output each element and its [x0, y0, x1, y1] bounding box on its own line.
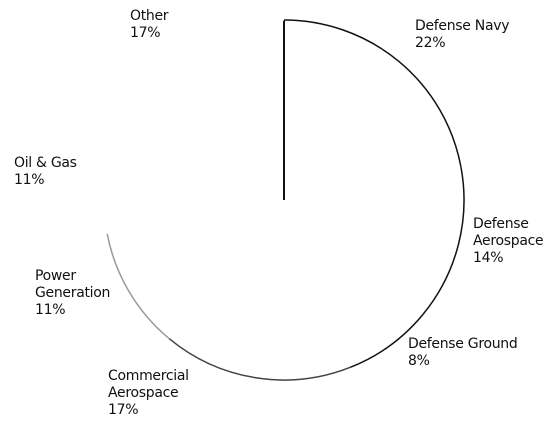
slice-label: Commercial Aerospace 17%	[108, 368, 208, 419]
slice-label: Power Generation 11%	[35, 268, 135, 319]
slice-label: Defense Navy 22%	[415, 18, 545, 52]
slice-name: Defense Navy	[415, 18, 510, 34]
slice-label: Oil & Gas 11%	[14, 155, 114, 189]
slice-name: Defense Ground	[408, 336, 518, 352]
pie-slice	[125, 19, 285, 114]
slice-label: Defense Ground 8%	[408, 336, 548, 370]
slice-value: 17%	[108, 402, 139, 418]
slice-name: Other	[130, 8, 169, 24]
slice-name: Commercial Aerospace	[108, 368, 189, 401]
slice-value: 22%	[415, 35, 446, 51]
slice-value: 11%	[14, 172, 45, 188]
slice-value: 14%	[473, 250, 504, 266]
slice-label: Defense Aerospace 14%	[473, 216, 560, 267]
pie-slice	[103, 112, 127, 234]
pie-slice	[283, 19, 462, 167]
slice-value: 17%	[130, 25, 161, 41]
pie-slice	[106, 233, 170, 340]
pie-slice	[349, 314, 424, 369]
slice-name: Defense Aerospace	[473, 216, 544, 249]
slice-value: 8%	[408, 353, 430, 369]
pie-slice	[422, 166, 465, 316]
slice-name: Oil & Gas	[14, 155, 77, 171]
pie-slice	[168, 338, 351, 381]
slice-name: Power Generation	[35, 268, 111, 301]
slice-value: 11%	[35, 302, 66, 318]
slice-label: Other 17%	[130, 8, 210, 42]
